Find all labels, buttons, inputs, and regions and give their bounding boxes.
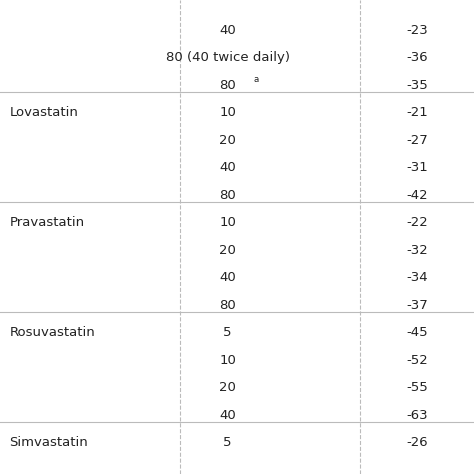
Text: 20: 20 — [219, 134, 236, 146]
Text: 5: 5 — [223, 326, 232, 339]
Text: 10: 10 — [219, 216, 236, 229]
Text: -34: -34 — [406, 271, 428, 284]
Text: -22: -22 — [406, 216, 428, 229]
Text: -52: -52 — [406, 354, 428, 366]
Text: -55: -55 — [406, 381, 428, 394]
Text: -35: -35 — [406, 79, 428, 91]
Text: -26: -26 — [406, 436, 428, 449]
Text: 80: 80 — [219, 189, 236, 201]
Text: 5: 5 — [223, 436, 232, 449]
Text: 20: 20 — [219, 381, 236, 394]
Text: Pravastatin: Pravastatin — [9, 216, 84, 229]
Text: Rosuvastatin: Rosuvastatin — [9, 326, 95, 339]
Text: -21: -21 — [406, 106, 428, 119]
Text: 40: 40 — [219, 161, 236, 174]
Text: -37: -37 — [406, 299, 428, 311]
Text: Lovastatin: Lovastatin — [9, 106, 78, 119]
Text: -42: -42 — [406, 189, 428, 201]
Text: 80: 80 — [219, 79, 236, 91]
Text: 40: 40 — [219, 409, 236, 421]
Text: 10: 10 — [219, 354, 236, 366]
Text: 40: 40 — [219, 271, 236, 284]
Text: 40: 40 — [219, 24, 236, 36]
Text: -45: -45 — [406, 326, 428, 339]
Text: -23: -23 — [406, 24, 428, 36]
Text: -63: -63 — [406, 409, 428, 421]
Text: 80 (40 twice daily): 80 (40 twice daily) — [165, 51, 290, 64]
Text: 10: 10 — [219, 106, 236, 119]
Text: Simvastatin: Simvastatin — [9, 436, 88, 449]
Text: -31: -31 — [406, 161, 428, 174]
Text: a: a — [254, 75, 259, 84]
Text: -36: -36 — [406, 51, 428, 64]
Text: 20: 20 — [219, 244, 236, 256]
Text: 80: 80 — [219, 299, 236, 311]
Text: -27: -27 — [406, 134, 428, 146]
Text: -32: -32 — [406, 244, 428, 256]
